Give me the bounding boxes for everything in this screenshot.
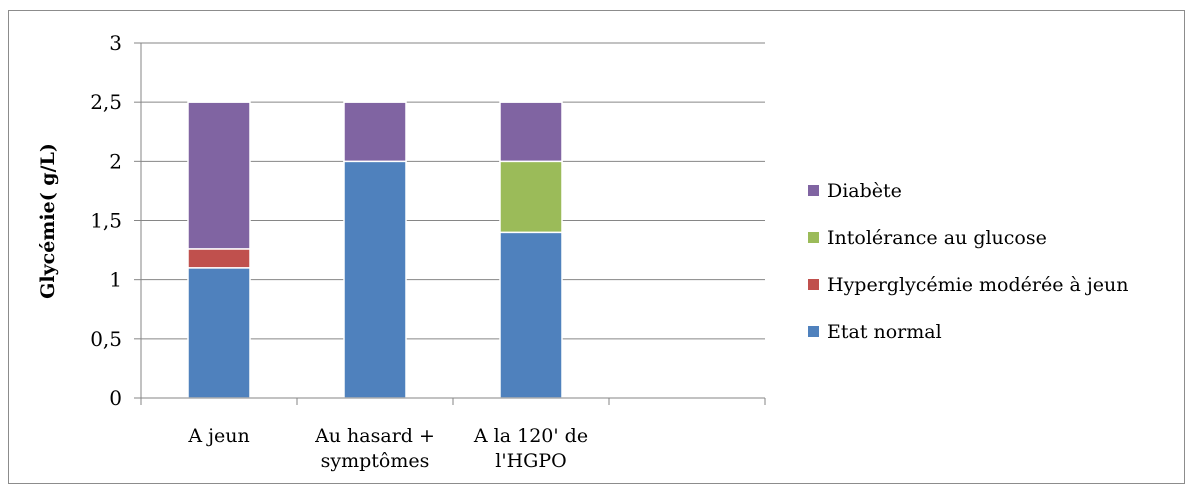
bar-segment <box>187 267 251 399</box>
legend-swatch <box>808 279 819 290</box>
legend-label: Intolérance au glucose <box>827 226 1047 249</box>
y-tick-label: 0 <box>109 386 122 410</box>
x-category-label: Au hasard + <box>314 425 435 447</box>
bar-segment <box>499 231 563 399</box>
bars <box>187 101 563 399</box>
x-category-label: A la 120' de <box>473 425 588 447</box>
x-category-label: l'HGPO <box>495 450 566 472</box>
legend-swatch <box>808 185 819 196</box>
legend: Diabète Intolérance au glucose Hyperglycém… <box>808 167 1128 355</box>
legend-swatch <box>808 326 819 337</box>
bar-segment <box>499 101 563 163</box>
y-tick-label: 1 <box>109 268 122 292</box>
bar-segment <box>187 101 251 250</box>
bar-segment <box>343 101 407 163</box>
y-tick-label: 0,5 <box>90 327 122 351</box>
y-tick-label: 2 <box>109 149 122 173</box>
category-labels: A jeun Au hasard + symptômes A la 120' de l'… <box>187 425 588 472</box>
bar-segment <box>187 248 251 269</box>
legend-item: Intolérance au glucose <box>808 214 1128 261</box>
tick-labels: 0 0,5 1 1,5 2 2,5 3 <box>90 31 122 410</box>
legend-swatch <box>808 232 819 243</box>
bar-segment <box>343 160 407 399</box>
y-tick-label: 3 <box>109 31 122 55</box>
y-axis-label: Glycémie( g/L) <box>37 143 59 299</box>
legend-label: Etat normal <box>827 320 942 343</box>
bar-segment <box>499 160 563 234</box>
axes <box>134 42 766 405</box>
y-tick-label: 1,5 <box>90 209 122 233</box>
x-category-label: symptômes <box>321 450 430 472</box>
legend-label: Diabète <box>827 179 902 202</box>
x-category-label: A jeun <box>187 425 249 447</box>
legend-label: Hyperglycémie modérée à jeun <box>827 273 1129 296</box>
legend-item: Etat normal <box>808 308 1128 355</box>
legend-item: Diabète <box>808 167 1128 214</box>
legend-item: Hyperglycémie modérée à jeun <box>808 261 1128 308</box>
chart-frame <box>8 10 1185 484</box>
y-tick-label: 2,5 <box>90 90 122 114</box>
